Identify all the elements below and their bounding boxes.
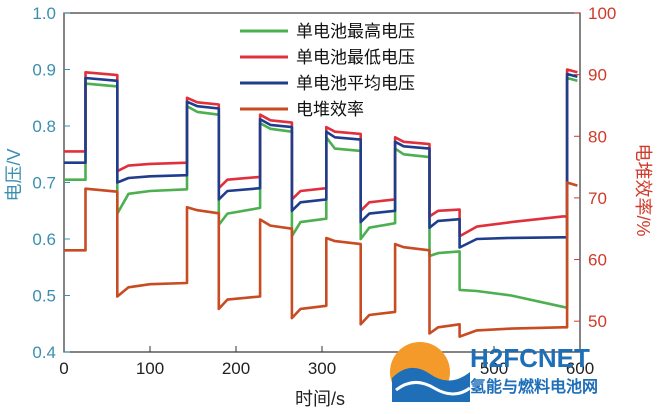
- y-left-tick-label: 0.5: [32, 287, 56, 306]
- watermark: H2FCNET 氢能与燃料电池网: [390, 342, 598, 402]
- series-line-3: [64, 72, 578, 249]
- plot-area: [63, 12, 581, 353]
- y-left-tick-label: 0.8: [32, 117, 56, 136]
- y-left-tick-label: 0.9: [32, 61, 56, 80]
- x-tick-label: 500: [480, 359, 508, 378]
- x-tick-label: 600: [566, 359, 594, 378]
- y-right-tick-label: 70: [588, 189, 607, 208]
- y-axis-right-title: 电堆效率/%: [633, 143, 653, 236]
- tick-labels: 01002003004005006000.40.50.60.70.80.91.0…: [32, 4, 616, 378]
- y-left-tick-label: 0.4: [32, 343, 56, 362]
- x-tick-label: 100: [136, 359, 164, 378]
- y-left-tick-label: 1.0: [32, 4, 56, 23]
- series-line-4: [64, 181, 578, 338]
- x-tick-label: 200: [222, 359, 250, 378]
- y-left-tick-label: 0.6: [32, 230, 56, 249]
- series-line-1: [64, 76, 578, 310]
- y-right-tick-label: 80: [588, 127, 607, 146]
- watermark-logo-icon: [390, 342, 471, 402]
- y-right-tick-label: 50: [588, 312, 607, 331]
- x-tick-label: 0: [59, 359, 68, 378]
- legend-label-3: 单电池平均电压: [296, 74, 415, 93]
- watermark-sub: 氢能与燃料电池网: [470, 377, 598, 396]
- legend-label-2: 单电池最低电压: [296, 48, 415, 67]
- x-tick-label: 300: [308, 359, 336, 378]
- x-axis-title: 时间/s: [295, 389, 345, 409]
- y-right-tick-label: 60: [588, 251, 607, 270]
- series-line-2: [64, 68, 578, 238]
- y-right-tick-label: 100: [588, 4, 616, 23]
- y-left-tick-label: 0.7: [32, 174, 56, 193]
- legend-label-1: 单电池最高电压: [296, 22, 415, 41]
- legend-label-4: 电堆效率: [296, 100, 364, 119]
- y-right-tick-label: 90: [588, 66, 607, 85]
- y-axis-left-title: 电压/V: [4, 148, 24, 201]
- watermark-main: H2FCNET: [470, 343, 590, 373]
